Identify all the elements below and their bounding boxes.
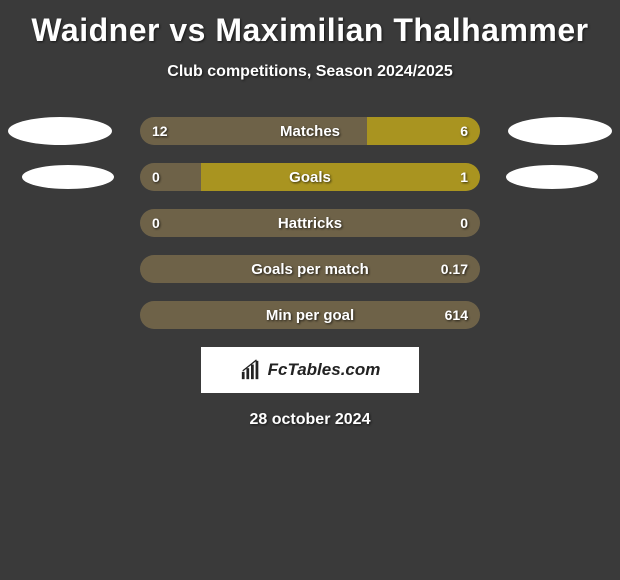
stats-rows: 12 6 Matches 0 1 Goals 0 0 Hattricks: [0, 117, 620, 329]
brand-logo[interactable]: FcTables.com: [201, 347, 419, 393]
stat-value-right: 0.17: [441, 255, 468, 283]
stat-bar: 12 6 Matches: [140, 117, 480, 145]
player-ellipse-left: [22, 165, 114, 189]
bar-left-fill: [140, 301, 480, 329]
player-ellipse-right: [506, 165, 598, 189]
stat-row: 0.17 Goals per match: [0, 255, 620, 283]
stat-bar: 614 Min per goal: [140, 301, 480, 329]
stat-row: 12 6 Matches: [0, 117, 620, 145]
bar-right-fill: [201, 163, 480, 191]
stat-value-right: 6: [460, 117, 468, 145]
subtitle: Club competitions, Season 2024/2025: [0, 63, 620, 81]
page-title: Waidner vs Maximilian Thalhammer: [0, 0, 620, 49]
stat-value-right: 614: [445, 301, 468, 329]
stat-bar: 0.17 Goals per match: [140, 255, 480, 283]
stat-value-right: 0: [460, 209, 468, 237]
stat-value-left: 12: [152, 117, 168, 145]
stat-row: 614 Min per goal: [0, 301, 620, 329]
stat-row: 0 1 Goals: [0, 163, 620, 191]
date-label: 28 october 2024: [0, 411, 620, 429]
brand-text: FcTables.com: [268, 360, 381, 380]
stat-bar: 0 1 Goals: [140, 163, 480, 191]
stat-value-left: 0: [152, 163, 160, 191]
player-ellipse-right: [508, 117, 612, 145]
stat-value-right: 1: [460, 163, 468, 191]
chart-icon: [240, 359, 262, 381]
bar-left-fill: [140, 209, 480, 237]
stat-bar: 0 0 Hattricks: [140, 209, 480, 237]
player-ellipse-left: [8, 117, 112, 145]
bar-left-fill: [140, 163, 201, 191]
bar-left-fill: [140, 117, 367, 145]
bar-left-fill: [140, 255, 480, 283]
stat-value-left: 0: [152, 209, 160, 237]
stat-row: 0 0 Hattricks: [0, 209, 620, 237]
